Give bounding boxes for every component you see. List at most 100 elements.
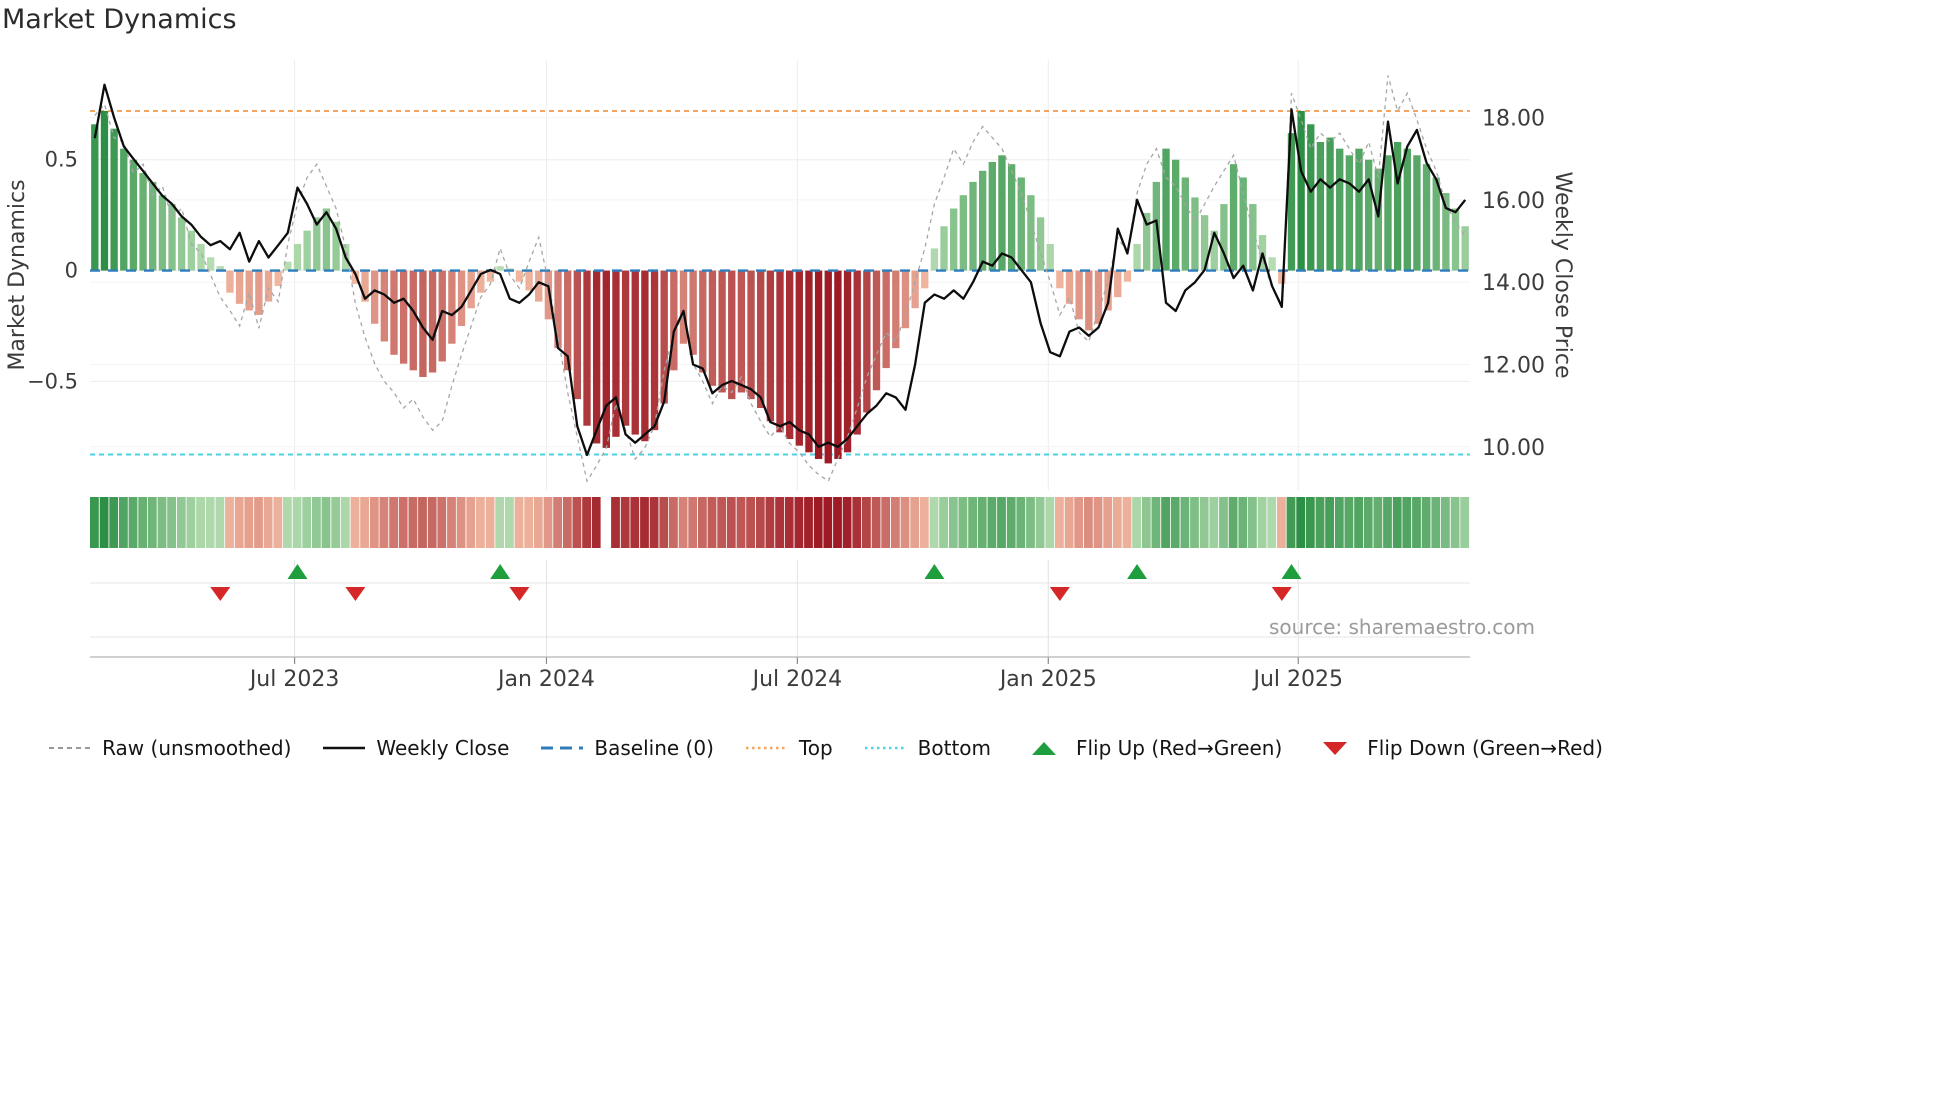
bar [264, 270, 273, 302]
bar [1345, 155, 1354, 271]
x-axis-tick: Jul 2023 [248, 667, 340, 692]
bar [216, 266, 224, 271]
heatmap-cell [447, 497, 456, 548]
bar [1442, 192, 1450, 271]
bar [872, 270, 881, 391]
left-axis-tick: 0 [65, 259, 78, 283]
dashed-line-icon [49, 747, 92, 749]
heatmap-cell [1248, 497, 1257, 548]
heatmap-cell [90, 497, 99, 548]
bar [226, 270, 234, 293]
heatmap-cell [514, 497, 524, 548]
heatmap-cell [813, 497, 823, 548]
heatmap-cell [736, 497, 746, 548]
legend-item-baseline: Baseline (0) [539, 736, 714, 760]
bar [1007, 164, 1016, 271]
bar [679, 270, 688, 344]
heatmap-cell [698, 497, 707, 548]
bar [699, 270, 707, 373]
heatmap-cell [215, 497, 225, 548]
heatmap-cell [823, 497, 833, 548]
bar [1143, 212, 1151, 271]
bar [930, 248, 939, 271]
bar [863, 270, 871, 413]
x-axis-tick: Jul 2025 [1251, 667, 1343, 692]
heatmap-cell [659, 497, 669, 548]
heatmap-cell [99, 497, 109, 548]
bar [1133, 243, 1141, 271]
heatmap-cell [1132, 497, 1141, 548]
bar [149, 181, 157, 271]
legend-label: Baseline (0) [594, 736, 714, 760]
heatmap-cell [1344, 497, 1354, 548]
flip-down-triangle-icon [1049, 587, 1070, 601]
heatmap-cell [476, 497, 485, 548]
heatmap-cell [340, 497, 350, 548]
heatmap-cell [871, 497, 881, 548]
heatmap-cell [1421, 497, 1431, 548]
legend-item-flip-down: Flip Down (Green→Red) [1312, 736, 1603, 760]
heatmap-cell [119, 497, 128, 548]
bar [448, 270, 456, 344]
flip-up-triangle-icon [1127, 564, 1148, 579]
bar [197, 243, 205, 271]
bar [351, 270, 360, 284]
heatmap-cell [611, 497, 620, 548]
heatmap-cell [389, 497, 398, 548]
heatmap-cell [466, 497, 476, 548]
bar [950, 208, 958, 271]
bar [1229, 164, 1238, 271]
bar [187, 230, 195, 271]
bar [477, 270, 485, 293]
bar [1162, 148, 1170, 271]
heatmap-cell [1045, 497, 1055, 548]
triangle-up-icon [1032, 742, 1056, 755]
heatmap-cell [533, 497, 543, 548]
bar [834, 270, 842, 459]
heatmap-cell [1431, 497, 1441, 548]
heatmap-cell [688, 497, 698, 548]
bar [1114, 270, 1122, 298]
legend-item-bottom: Bottom [863, 736, 991, 760]
bar [168, 204, 176, 271]
bar [1104, 270, 1112, 311]
flip-up-triangle-icon [490, 564, 511, 579]
weekly-close-line [93, 83, 1467, 457]
bar [486, 270, 495, 282]
heatmap-cell [1199, 497, 1209, 548]
heatmap-cell [1277, 497, 1286, 548]
bar [284, 261, 292, 271]
bar [380, 270, 389, 342]
heatmap-cell [1141, 497, 1151, 548]
heatmap-cell [1035, 497, 1045, 548]
heatmap-cell [852, 497, 862, 548]
heatmap-cell [273, 497, 283, 548]
bar [718, 270, 726, 393]
heatmap-cell [1161, 497, 1170, 548]
heatmap-cell [176, 497, 186, 548]
heatmap-cell [1228, 497, 1238, 548]
heatmap-cell [1122, 497, 1132, 548]
bar [1171, 159, 1180, 271]
bar [1056, 270, 1064, 289]
triangle-down-icon [1323, 742, 1348, 755]
heatmap-cell [1267, 497, 1277, 548]
heatmap-cell [485, 497, 495, 548]
heatmap-cell [1383, 497, 1392, 548]
bar [747, 270, 755, 400]
heatmap-cell [968, 497, 977, 548]
legend-label: Flip Down (Green→Red) [1367, 736, 1603, 760]
bar [554, 270, 562, 349]
bar [1336, 148, 1344, 271]
heatmap-cell [669, 497, 678, 548]
bar [689, 270, 697, 355]
heatmap-cell [591, 497, 601, 548]
bar [1027, 195, 1035, 271]
bar [978, 170, 987, 271]
heatmap-cell [939, 497, 948, 548]
bar [457, 270, 466, 326]
heatmap-cell [1286, 497, 1296, 548]
heatmap-cell [707, 497, 717, 548]
heatmap-cell [1103, 497, 1113, 548]
